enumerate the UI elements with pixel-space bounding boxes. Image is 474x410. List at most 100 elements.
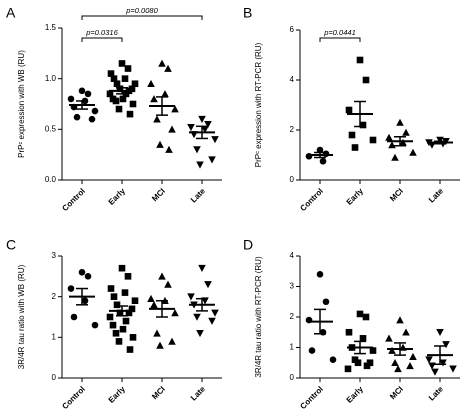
y-tick-label: 0	[290, 175, 295, 184]
data-point	[88, 115, 96, 123]
data-point	[316, 146, 324, 154]
data-point	[396, 118, 404, 126]
data-point	[165, 145, 173, 153]
data-point	[70, 313, 78, 321]
data-point	[442, 341, 450, 349]
significance-bracket	[81, 15, 203, 20]
data-point	[359, 121, 367, 129]
data-point	[113, 80, 121, 88]
data-point	[196, 329, 204, 338]
p-value: p=0.0080	[125, 6, 158, 15]
data-point	[147, 294, 155, 302]
data-point	[363, 362, 371, 370]
data-point	[125, 309, 133, 317]
data-point	[439, 359, 447, 367]
data-point	[354, 359, 362, 367]
data-point	[198, 264, 206, 272]
data-point	[308, 347, 316, 354]
data-point	[168, 125, 176, 133]
y-tick-label: 4	[290, 251, 295, 260]
data-point	[322, 298, 330, 306]
data-point	[150, 301, 158, 309]
data-point	[406, 362, 414, 370]
data-point	[161, 90, 169, 98]
data-point	[121, 75, 129, 82]
x-tick-label: Early	[345, 186, 366, 207]
data-point	[107, 285, 115, 292]
data-point	[201, 126, 209, 134]
data-point	[409, 148, 417, 156]
data-point	[198, 115, 206, 123]
data-point	[81, 297, 89, 305]
data-point	[67, 285, 75, 292]
data-point	[158, 59, 166, 67]
y-tick-label: 0	[290, 373, 295, 382]
x-tick-label: Control	[60, 187, 86, 213]
data-point	[385, 334, 393, 342]
y-tick-label: 1.5	[45, 23, 57, 32]
data-point	[171, 105, 179, 113]
data-point	[116, 85, 124, 93]
data-point	[121, 289, 129, 296]
data-point	[322, 150, 330, 158]
data-point	[211, 309, 219, 317]
data-point	[305, 152, 313, 160]
data-point	[211, 136, 219, 144]
data-point	[388, 346, 396, 354]
data-point	[122, 317, 130, 325]
x-tick-label: Control	[298, 385, 324, 410]
y-tick-label: 3	[290, 282, 295, 291]
data-point	[385, 133, 393, 141]
data-point	[356, 310, 364, 318]
x-tick-label: Late	[427, 186, 445, 204]
data-point	[164, 64, 172, 72]
data-point	[351, 144, 359, 151]
data-point	[431, 368, 439, 376]
y-tick-label: 1	[290, 343, 295, 352]
data-point	[356, 56, 364, 64]
data-point	[204, 281, 212, 289]
data-point	[391, 153, 399, 161]
y-tick-label: 4	[290, 75, 295, 84]
data-point	[168, 337, 176, 345]
data-point	[196, 161, 204, 169]
data-point	[208, 156, 216, 164]
x-tick-label: Late	[189, 186, 207, 204]
data-point	[109, 321, 117, 329]
data-point	[115, 338, 123, 345]
x-tick-label: MCI	[388, 385, 405, 402]
data-point	[436, 328, 444, 337]
data-point	[359, 335, 367, 342]
data-point	[208, 317, 216, 325]
data-point	[91, 321, 99, 329]
data-point	[67, 95, 75, 103]
data-point	[116, 309, 124, 317]
data-point	[164, 280, 172, 288]
data-point	[402, 128, 410, 136]
y-axis-label: 3R/4R tau ratio with WB (RU)	[17, 264, 26, 369]
data-point	[204, 120, 212, 129]
data-point	[118, 264, 126, 272]
data-point	[345, 106, 353, 114]
data-point	[193, 146, 201, 154]
data-point	[388, 141, 396, 149]
x-tick-label: MCI	[150, 187, 167, 204]
y-axis-label: PrPᶜ expression with RT-PCR (RU)	[254, 42, 263, 167]
data-point	[156, 341, 164, 349]
data-point	[126, 110, 134, 118]
panel-label: D	[243, 237, 253, 253]
data-point	[345, 328, 353, 336]
data-point	[409, 352, 417, 360]
y-tick-label: 2	[290, 125, 295, 134]
data-point	[78, 87, 86, 95]
y-tick-label: 1.0	[45, 74, 57, 83]
y-axis-label: 3R/4R tau ratio with RT-PCR (RU)	[254, 256, 263, 378]
data-point	[119, 95, 127, 103]
x-tick-label: Early	[345, 384, 366, 405]
data-point	[425, 356, 433, 364]
data-point	[362, 76, 370, 84]
x-tick-label: Late	[427, 384, 445, 402]
data-point	[110, 293, 118, 300]
data-point	[329, 356, 337, 364]
data-point	[156, 140, 164, 148]
